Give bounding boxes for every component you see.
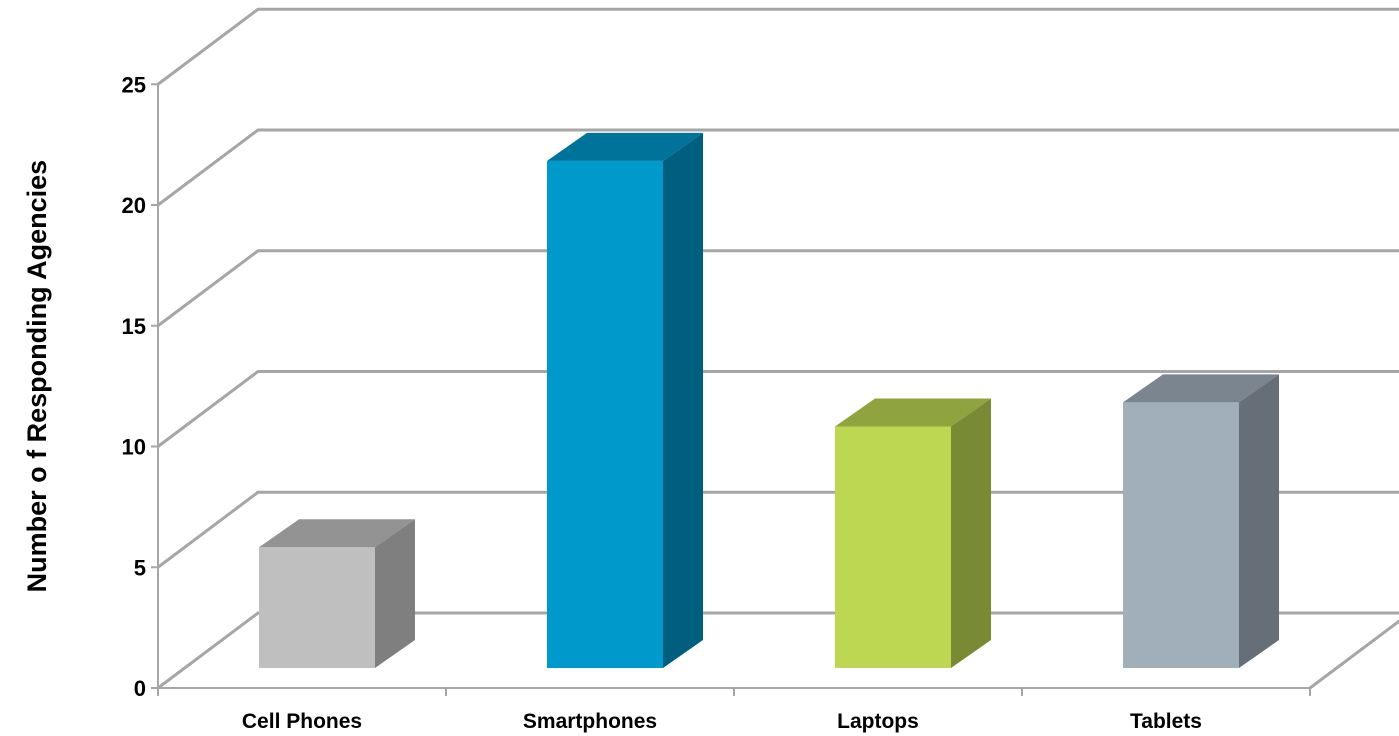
bar-top xyxy=(259,519,415,548)
labels: 0 5 10 15 20 25 Cell Phones Smartphones Laptops T… xyxy=(22,72,1202,733)
bar-laptops xyxy=(835,398,991,668)
gridline xyxy=(157,128,1399,207)
bar-front xyxy=(259,547,375,668)
bar-top xyxy=(835,398,991,427)
y-tick-label: 15 xyxy=(122,314,146,339)
bar-top xyxy=(1123,374,1279,403)
gridlines xyxy=(157,7,1399,690)
bar-front xyxy=(1123,402,1239,668)
bar-front xyxy=(835,426,951,668)
x-category-label: Cell Phones xyxy=(242,710,362,733)
gridline xyxy=(157,490,1399,569)
y-axis-title: Number o f Responding Agencies xyxy=(22,160,52,593)
floor-edge xyxy=(1309,619,1399,690)
bar-side xyxy=(375,519,415,668)
bar-smartphones xyxy=(547,132,703,669)
axes xyxy=(151,83,1311,696)
x-category-label: Laptops xyxy=(837,710,919,733)
gridline xyxy=(157,249,1399,327)
gridline xyxy=(157,611,1399,690)
x-category-label: Tablets xyxy=(1130,710,1202,733)
y-tick-label: 5 xyxy=(134,555,146,580)
gridline xyxy=(157,370,1399,448)
bar-front xyxy=(547,160,663,668)
bar-side xyxy=(1239,374,1279,668)
gridline xyxy=(157,7,1399,86)
x-category-label: Smartphones xyxy=(523,710,657,733)
y-tick-label: 0 xyxy=(134,676,146,701)
y-tick-label: 25 xyxy=(122,72,146,97)
y-tick-label: 20 xyxy=(122,193,146,218)
bar-cell-phones xyxy=(259,519,415,668)
bar-tablets xyxy=(1123,374,1279,668)
bar-top xyxy=(547,132,703,161)
bars xyxy=(259,132,1279,669)
y-tick-label: 10 xyxy=(122,435,146,460)
bar-side xyxy=(951,398,991,668)
bar-side xyxy=(663,132,703,669)
